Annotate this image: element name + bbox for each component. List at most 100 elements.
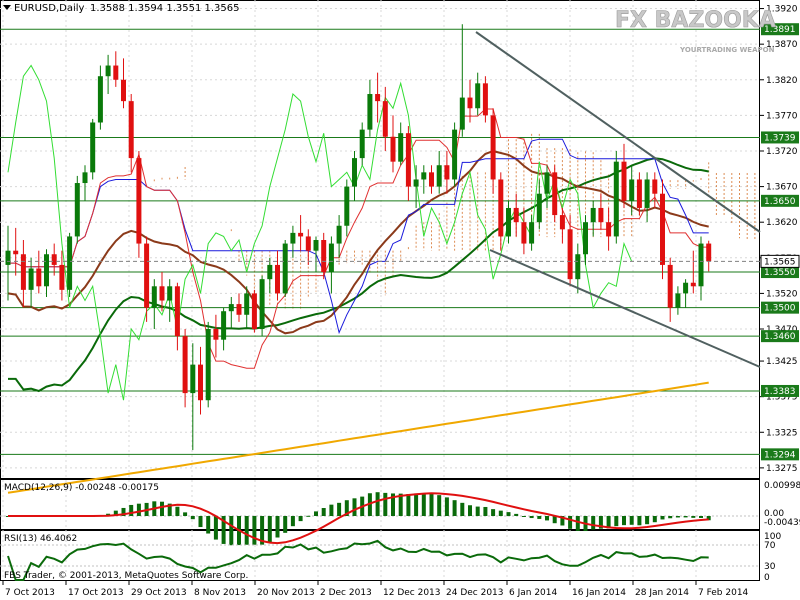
macd-scale-bottom: -0.00439 bbox=[764, 518, 800, 528]
price-axis: 1.3920 1.3870 1.3820 1.3770 1.3720 1.3670 1.36… bbox=[760, 5, 800, 474]
date-tick-label: 17 Oct 2013 bbox=[68, 588, 124, 598]
candle bbox=[382, 86, 388, 151]
candle-body bbox=[105, 65, 111, 77]
candle bbox=[298, 215, 304, 251]
candle bbox=[213, 314, 219, 358]
candle-body bbox=[321, 240, 327, 273]
candle-body bbox=[244, 293, 250, 315]
macd-bar bbox=[483, 506, 488, 516]
upper-trendline[interactable] bbox=[475, 31, 761, 233]
candle-body bbox=[482, 83, 488, 116]
candle-body bbox=[267, 264, 273, 280]
candle bbox=[475, 72, 481, 116]
candle-body bbox=[398, 133, 404, 162]
macd-bar bbox=[275, 516, 280, 538]
candle bbox=[113, 51, 119, 87]
price-tick-label: 1.3325 bbox=[766, 428, 798, 438]
macd-bar bbox=[314, 511, 318, 516]
macd-bar bbox=[167, 503, 172, 516]
candle-body bbox=[198, 364, 203, 401]
candle-body bbox=[613, 161, 619, 237]
rsi-scale-0: 0 bbox=[764, 573, 770, 583]
macd-bar bbox=[198, 516, 203, 528]
candle bbox=[544, 165, 550, 208]
fxbazooka-logo: FX BAZOOKA YOURTRADING WEAPON bbox=[615, 8, 776, 54]
candle-body bbox=[498, 179, 504, 237]
candle bbox=[467, 79, 473, 123]
macd-bar bbox=[545, 516, 549, 521]
candle bbox=[167, 279, 173, 322]
macd-bar bbox=[506, 512, 511, 516]
candle bbox=[552, 165, 558, 223]
candle-body bbox=[298, 232, 304, 237]
candle bbox=[652, 172, 658, 208]
macd-bar bbox=[306, 515, 311, 517]
candle-body bbox=[51, 254, 57, 265]
candle-body bbox=[490, 115, 496, 180]
candle-body bbox=[690, 282, 696, 287]
candle-body bbox=[359, 129, 365, 159]
candle bbox=[97, 65, 103, 130]
symbol-label: EURUSD,Daily bbox=[14, 3, 85, 14]
candle bbox=[151, 279, 157, 330]
candle-body bbox=[467, 97, 473, 109]
macd-bar bbox=[452, 500, 457, 516]
macd-bar bbox=[398, 493, 403, 516]
macd-bar bbox=[444, 497, 449, 516]
candle-body bbox=[151, 286, 157, 308]
macd-bar bbox=[252, 516, 257, 545]
price-levels bbox=[0, 28, 760, 455]
candle-body bbox=[259, 279, 265, 330]
candle-body bbox=[97, 76, 103, 123]
level-tag-label: 1.3383 bbox=[764, 387, 796, 397]
macd-bar bbox=[244, 516, 249, 545]
price-tick-label: 1.3670 bbox=[766, 183, 798, 193]
candle bbox=[621, 143, 627, 208]
macd-bar bbox=[421, 493, 426, 516]
rsi-panel: RSI(13) 46.4062 100 70 30 0 FBS Trader, … bbox=[0, 532, 781, 583]
candle-body bbox=[275, 264, 280, 294]
level-tag bbox=[761, 194, 799, 207]
candle bbox=[559, 207, 565, 244]
macd-bar bbox=[683, 516, 688, 518]
candle bbox=[490, 108, 496, 194]
macd-bar bbox=[136, 503, 141, 516]
candle-body bbox=[583, 222, 588, 255]
candle bbox=[698, 236, 704, 301]
macd-bar bbox=[175, 506, 180, 516]
level-tag bbox=[761, 131, 799, 144]
date-tick-label: 2 Dec 2013 bbox=[320, 588, 372, 598]
lower-trendline[interactable] bbox=[489, 249, 761, 368]
candle bbox=[506, 200, 511, 244]
candle bbox=[359, 122, 365, 166]
candle-body bbox=[413, 179, 419, 187]
level-tag bbox=[761, 23, 799, 36]
candle bbox=[259, 275, 265, 337]
candle-body bbox=[367, 94, 373, 130]
candle bbox=[190, 343, 196, 451]
candle bbox=[444, 150, 450, 194]
candle bbox=[529, 215, 535, 251]
candle-body bbox=[513, 207, 519, 223]
price-tick-label: 1.3375 bbox=[766, 393, 798, 403]
candle-body bbox=[506, 207, 511, 237]
macd-bar bbox=[406, 494, 411, 516]
candle bbox=[128, 94, 134, 173]
macd-bar bbox=[375, 492, 380, 516]
macd-bar bbox=[429, 493, 434, 516]
macd-bar bbox=[383, 492, 388, 516]
macd-bar bbox=[391, 493, 395, 516]
candle-body bbox=[660, 193, 665, 265]
candle bbox=[590, 200, 596, 237]
candle-body bbox=[90, 122, 96, 173]
rsi-label: RSI(13) 46.4062 bbox=[4, 534, 77, 544]
macd-bar bbox=[290, 516, 295, 527]
candle bbox=[20, 240, 26, 308]
macd-bar bbox=[475, 506, 480, 516]
candle-body bbox=[444, 165, 450, 180]
macd-bar bbox=[160, 501, 164, 516]
candle bbox=[413, 165, 419, 208]
candle bbox=[598, 193, 604, 230]
trendlines bbox=[475, 31, 761, 368]
